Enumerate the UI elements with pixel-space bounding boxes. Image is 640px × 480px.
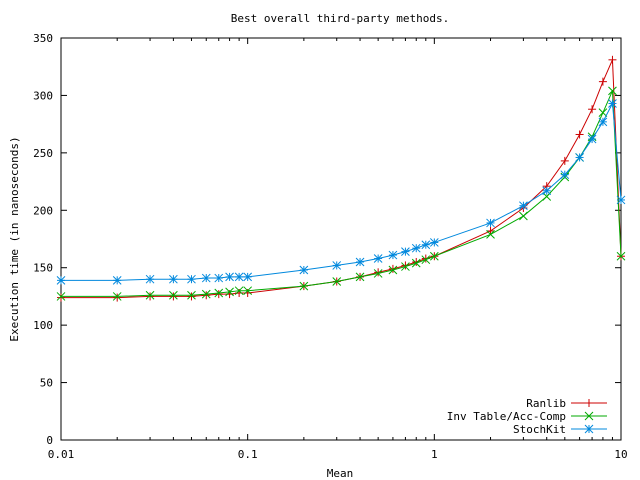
legend-label-inv-table-acc-comp: Inv Table/Acc-Comp — [447, 410, 566, 423]
legend-marker-stochkit — [584, 424, 594, 434]
data-point-inv-table-acc-comp — [187, 290, 196, 300]
data-point-ranlib — [560, 156, 569, 165]
y-axis-label: Execution time (in nanoseconds) — [8, 136, 21, 341]
data-point-stochkit — [373, 254, 383, 263]
data-point-stochkit — [421, 240, 431, 250]
data-point-stochkit — [401, 247, 410, 256]
data-point-ranlib — [169, 292, 178, 301]
data-point-inv-table-acc-comp — [401, 262, 410, 271]
x-tick-label: 1 — [431, 448, 438, 461]
data-point-inv-table-acc-comp — [519, 211, 528, 221]
data-point-stochkit — [519, 201, 528, 211]
data-point-inv-table-acc-comp — [429, 251, 439, 261]
series-line-ranlib — [61, 59, 622, 299]
data-point-stochkit — [486, 218, 495, 228]
data-point-stochkit — [542, 186, 552, 196]
data-point-stochkit — [411, 243, 421, 253]
data-point-stochkit — [587, 134, 597, 144]
data-point-inv-table-acc-comp — [214, 288, 224, 298]
data-point-stochkit — [608, 99, 617, 108]
data-point-stochkit — [616, 195, 626, 205]
data-point-inv-table-acc-comp — [243, 286, 253, 296]
data-point-ranlib — [598, 77, 607, 86]
data-point-inv-table-acc-comp — [486, 230, 495, 239]
data-point-ranlib — [575, 130, 584, 139]
data-point-inv-table-acc-comp — [616, 251, 626, 261]
data-point-ranlib — [374, 268, 383, 277]
y-tick-label: 250 — [33, 147, 53, 160]
data-point-stochkit — [214, 273, 224, 283]
y-tick-label: 350 — [33, 32, 53, 45]
data-point-inv-table-acc-comp — [234, 286, 244, 296]
x-tick-label: 0.01 — [48, 448, 75, 461]
data-point-stochkit — [225, 272, 234, 282]
data-point-stochkit — [56, 275, 66, 285]
data-point-inv-table-acc-comp — [201, 289, 211, 299]
data-point-inv-table-acc-comp — [608, 86, 617, 96]
data-point-inv-table-acc-comp — [598, 108, 608, 118]
series-line-inv-table-acc-comp — [61, 90, 622, 297]
data-point-ranlib — [214, 290, 223, 299]
data-point-stochkit — [201, 273, 211, 283]
legend-marker-ranlib — [585, 399, 593, 407]
data-point-inv-table-acc-comp — [225, 287, 234, 297]
data-point-ranlib — [187, 292, 196, 301]
data-point-stochkit — [388, 250, 398, 260]
data-point-stochkit — [560, 170, 570, 180]
data-point-inv-table-acc-comp — [332, 277, 342, 286]
data-point-inv-table-acc-comp — [355, 272, 365, 282]
x-axis: 0.01 0.1 1 10 — [48, 38, 628, 461]
data-point-ranlib — [146, 292, 155, 301]
series-line-stochkit — [61, 101, 622, 281]
data-point-inv-table-acc-comp — [145, 290, 155, 300]
data-point-ranlib — [113, 293, 122, 302]
data-point-inv-table-acc-comp — [388, 265, 398, 275]
x-tick-label: 0.1 — [238, 448, 258, 461]
y-tick-label: 300 — [33, 89, 53, 102]
data-point-stochkit — [429, 238, 439, 247]
chart-title: Best overall third-party methods. — [231, 12, 450, 25]
y-tick-label: 0 — [46, 434, 53, 447]
y-tick-label: 150 — [33, 262, 53, 275]
data-point-stochkit — [299, 265, 309, 275]
data-point-stochkit — [187, 274, 196, 284]
data-point-inv-table-acc-comp — [373, 269, 383, 278]
data-point-ranlib — [588, 105, 597, 114]
data-point-stochkit — [332, 261, 342, 270]
data-point-ranlib — [608, 55, 617, 64]
data-point-inv-table-acc-comp — [112, 292, 122, 301]
data-point-stochkit — [243, 272, 253, 282]
data-point-stochkit — [598, 117, 608, 127]
data-point-inv-table-acc-comp — [411, 258, 421, 268]
data-point-stochkit — [355, 257, 365, 267]
data-point-stochkit — [169, 274, 178, 284]
data-point-ranlib — [202, 291, 211, 300]
y-tick-label: 200 — [33, 204, 53, 217]
data-point-stochkit — [112, 275, 122, 285]
data-point-inv-table-acc-comp — [56, 292, 66, 301]
y-tick-label: 100 — [33, 319, 53, 332]
legend-label-ranlib: Ranlib — [526, 397, 566, 410]
data-point-inv-table-acc-comp — [421, 255, 431, 265]
y-tick-label: 50 — [40, 377, 53, 390]
plot-area-frame — [60, 37, 622, 441]
x-axis-label: Mean — [327, 467, 354, 480]
y-axis: 0 50 100 150 200 250 300 350 — [33, 32, 621, 447]
data-point-inv-table-acc-comp — [299, 281, 309, 291]
legend-marker-inv-table-acc-comp — [584, 411, 594, 421]
data-point-stochkit — [234, 272, 244, 282]
series-layer — [56, 55, 626, 302]
x-tick-label: 10 — [614, 448, 627, 461]
data-point-stochkit — [145, 274, 155, 284]
data-point-inv-table-acc-comp — [169, 290, 178, 300]
legend-label-stochkit: StochKit — [513, 423, 566, 436]
data-point-ranlib — [486, 226, 495, 235]
data-point-ranlib — [57, 293, 65, 302]
data-point-stochkit — [575, 153, 584, 162]
